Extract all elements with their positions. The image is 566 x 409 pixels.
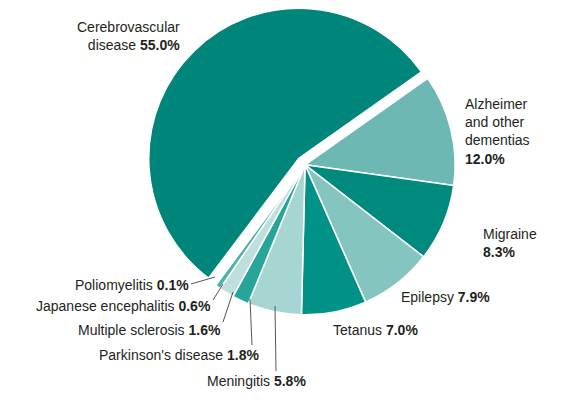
svg-text:Cerebrovasculardisease 55.0%: Cerebrovasculardisease 55.0% xyxy=(77,19,180,53)
svg-text:Poliomyelitis 0.1%: Poliomyelitis 0.1% xyxy=(75,277,189,293)
svg-text:Parkinson's disease 1.8%: Parkinson's disease 1.8% xyxy=(99,347,259,363)
svg-text:Epilepsy 7.9%: Epilepsy 7.9% xyxy=(401,289,490,305)
svg-text:Multiple sclerosis 1.6%: Multiple sclerosis 1.6% xyxy=(78,322,221,338)
svg-text:Meningitis 5.8%: Meningitis 5.8% xyxy=(207,373,306,389)
svg-text:Japanese encephalitis 0.6%: Japanese encephalitis 0.6% xyxy=(36,298,211,314)
svg-text:Migraine8.3%: Migraine8.3% xyxy=(483,226,537,260)
svg-text:Alzheimerand otherdementias12.: Alzheimerand otherdementias12.0% xyxy=(465,96,530,167)
svg-text:Tetanus 7.0%: Tetanus 7.0% xyxy=(333,322,418,338)
